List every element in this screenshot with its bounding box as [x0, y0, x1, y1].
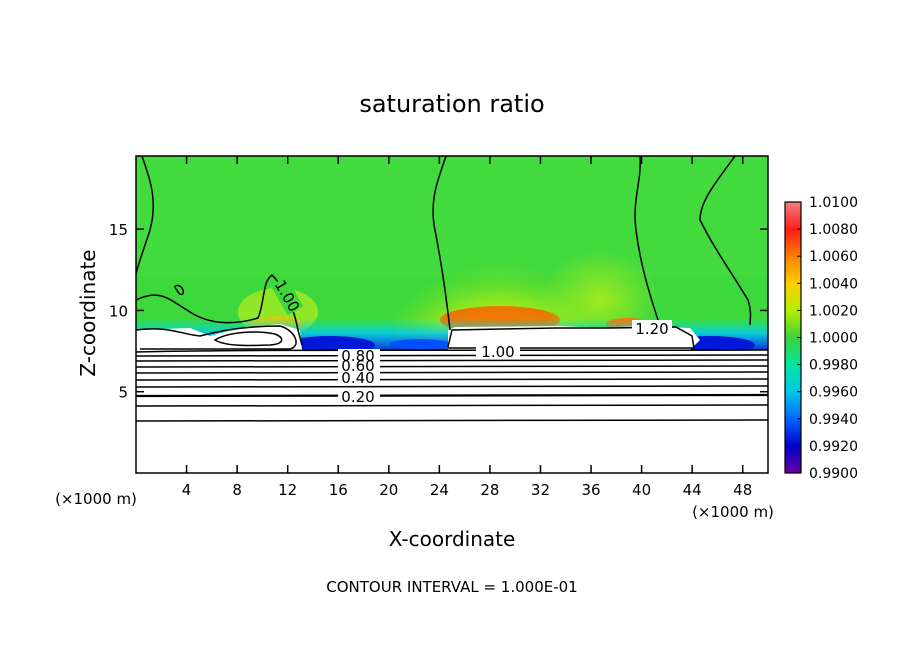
x-axis-unit-left: (×1000 m)	[55, 490, 137, 508]
contour-level-5	[136, 371, 768, 374]
contour-left-cloud	[136, 325, 297, 350]
colorbar-label: 1.0080	[809, 222, 858, 238]
colorbar-label: 0.9900	[809, 466, 858, 482]
plot-field	[136, 156, 768, 473]
contour-left-cloud-inner	[213, 331, 283, 347]
colorbar-label: 1.0020	[809, 303, 858, 319]
contour-level-1	[136, 349, 768, 353]
contour-label-100b: 1.00	[481, 343, 514, 361]
chart-title: saturation ratio	[359, 90, 544, 118]
x-axis-ticks: 4 8 12 16 20 24 28 32 36 40 44 48	[182, 156, 752, 499]
contour-label-080: 0.80	[341, 347, 374, 365]
x-tick-label: 12	[278, 481, 297, 499]
contour-column-right	[634, 156, 661, 327]
colorbar-segment	[785, 337, 801, 366]
lower-white-region	[136, 350, 768, 473]
x-tick-label: 4	[182, 481, 192, 499]
colorbar-label: 1.0000	[809, 331, 858, 347]
colorbar-label: 1.0040	[809, 276, 858, 292]
contour-label-bg-120	[632, 320, 672, 336]
contour-level-2	[136, 354, 768, 357]
colorbar-segment	[785, 283, 801, 311]
colorbar: 1.0100 1.0080 1.0060 1.0040 1.0020 1.0000 0.99…	[784, 195, 858, 482]
contour-level-3	[136, 359, 768, 362]
contour-small-loop	[174, 284, 185, 296]
y-axis-ticks: 5 10 15	[109, 221, 768, 402]
contour-level-10	[136, 419, 768, 422]
y-tick-label: 15	[109, 221, 128, 239]
contour-interval-footer: CONTOUR INTERVAL = 1.000E-01	[326, 578, 577, 596]
colorbar-segment	[785, 229, 801, 257]
colorbar-label: 0.9960	[809, 385, 858, 401]
contour-label-bg-040	[338, 371, 380, 384]
contour-label-040: 0.40	[341, 369, 374, 387]
x-axis-label: X-coordinate	[389, 527, 516, 551]
x-tick-label: 24	[430, 481, 449, 499]
contour-label-bg-060	[338, 361, 380, 372]
colorbar-label: 0.9920	[809, 439, 858, 455]
x-tick-label: 16	[329, 481, 348, 499]
contour-right-edge	[699, 156, 752, 326]
colorbar-segment	[785, 256, 801, 284]
contour-label-bg-020	[338, 389, 380, 403]
contour-lines	[136, 156, 768, 422]
contour-left-edge	[136, 156, 155, 276]
x-tick-label: 20	[379, 481, 398, 499]
contour-level-6	[136, 378, 768, 381]
x-tick-label: 40	[632, 481, 651, 499]
colorbar-segment	[785, 310, 801, 338]
x-tick-label: 32	[531, 481, 550, 499]
cold-core-3	[390, 339, 450, 349]
contour-labels: 1.00 1.20 1.00 0.80 0.60 0.40 0.20	[270, 276, 672, 406]
colorbar-label: 1.0060	[809, 249, 858, 265]
plot-frame	[135, 155, 769, 474]
x-tick-label: 8	[232, 481, 242, 499]
contour-label-bg-100a	[270, 276, 304, 316]
colorbar-segment	[785, 445, 801, 474]
y-tick-label: 5	[118, 384, 128, 402]
contour-level-9	[136, 404, 768, 407]
x-tick-label: 48	[733, 481, 752, 499]
y-tick-label: 10	[109, 302, 128, 320]
contour-label-bg-080	[338, 349, 380, 362]
contour-level-7	[136, 385, 768, 388]
colorbar-label: 0.9980	[809, 358, 858, 374]
left-cloud-gap	[136, 324, 302, 350]
x-axis-unit-right: (×1000 m)	[692, 503, 774, 521]
contour-label-120: 1.20	[635, 320, 668, 338]
colorbar-label: 0.9940	[809, 412, 858, 428]
colorbar-segment	[785, 202, 801, 230]
x-tick-label: 44	[683, 481, 702, 499]
colorbar-segment	[785, 391, 801, 420]
colorbar-label: 1.0100	[809, 195, 858, 211]
contour-level-4	[136, 365, 768, 368]
x-tick-label: 36	[581, 481, 600, 499]
x-tick-label: 28	[480, 481, 499, 499]
colorbar-segment	[785, 364, 801, 393]
contour-label-020: 0.20	[341, 388, 374, 406]
colorbar-segment	[785, 418, 801, 447]
contour-level-8	[136, 393, 768, 398]
contour-label-bg-100b	[476, 343, 520, 357]
y-axis-label: Z-coordinate	[76, 249, 100, 376]
contour-label-060: 0.60	[341, 357, 374, 375]
contour-column-left	[432, 156, 451, 331]
